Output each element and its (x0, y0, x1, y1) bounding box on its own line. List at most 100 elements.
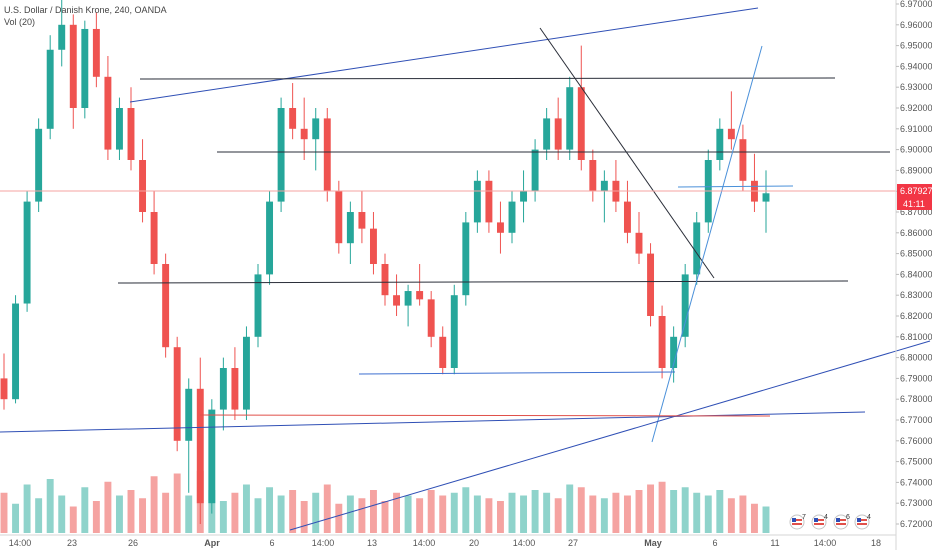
candle-body (115, 108, 123, 150)
time-tick-label: 14:00 (312, 538, 335, 548)
candle-body (335, 191, 343, 244)
drawings (0, 7, 931, 531)
chart-legend: U.S. Dollar / Danish Krone, 240, OANDA V… (4, 4, 167, 28)
time-tick-label: 11 (770, 538, 779, 548)
candle-body (589, 160, 597, 192)
candle-body (242, 336, 250, 410)
candle-body (58, 24, 66, 50)
volume-bar (496, 501, 504, 533)
volume-bar (681, 487, 689, 533)
time-axis[interactable]: 14:00 23 26 Apr 6 14:00 13 14:00 20 14:00 27 May 6 11… (9, 538, 881, 548)
event-badge[interactable]: 4 (854, 514, 871, 530)
candle-body (577, 87, 585, 160)
candle-body (208, 409, 216, 504)
candle-body (81, 28, 89, 108)
volume-bar (335, 503, 343, 533)
candle-body (277, 108, 285, 202)
candle-body (35, 128, 43, 202)
volume-bar (439, 495, 447, 533)
volume-bar (762, 506, 770, 533)
price-tick-label: 6.75000 (900, 457, 932, 467)
volume-bar (300, 501, 308, 533)
price-tick-label: 6.73000 (900, 498, 932, 508)
candlesticks (0, 0, 770, 524)
volume-bar (150, 476, 158, 533)
candle-body (496, 222, 504, 233)
candle-body (543, 118, 551, 150)
candle-body (196, 388, 204, 504)
volume-bar (254, 498, 262, 533)
candle-body (681, 274, 689, 337)
candle-body (139, 160, 147, 212)
time-tick-label: 20 (469, 538, 479, 548)
volume-bar (416, 498, 424, 533)
volume-bar (647, 484, 655, 533)
volume-bar (0, 492, 8, 533)
time-tick-label: 26 (128, 538, 138, 548)
price-tick-label: 6.74000 (900, 477, 932, 487)
time-tick-label: Apr (204, 538, 220, 548)
volume-bar (554, 498, 562, 533)
price-tick-label: 6.90000 (900, 145, 932, 155)
short-horizontal-level (677, 185, 794, 188)
volume-bar (46, 479, 54, 533)
symbol-title[interactable]: U.S. Dollar / Danish Krone, 240, OANDA (4, 5, 167, 15)
volume-bar (92, 501, 100, 533)
volume-bar (127, 490, 135, 533)
price-tick-label: 6.91000 (900, 124, 932, 134)
upper-channel-trendline (129, 7, 759, 103)
candle-body (300, 128, 308, 140)
volume-bar (739, 495, 747, 533)
candle-body (369, 228, 377, 264)
volume-bar (369, 490, 377, 533)
volume-bar (185, 495, 193, 533)
candle-body (508, 201, 516, 233)
volume-bar (462, 487, 470, 533)
volume-bar (485, 498, 493, 533)
volume-bar (358, 498, 366, 533)
event-badges[interactable]: 7 4 6 4 (789, 514, 871, 530)
current-price-value: 6.87927 (900, 186, 932, 196)
volume-bar (277, 495, 285, 533)
candle-body (520, 191, 528, 202)
volume-bar (266, 487, 274, 533)
price-tick-label: 6.76000 (900, 436, 932, 446)
volume-bar (231, 492, 239, 533)
candle-body (462, 222, 470, 296)
price-tick-label: 6.89000 (900, 165, 932, 175)
event-badge-count: 4 (867, 514, 871, 521)
event-badge[interactable]: 4 (811, 514, 828, 530)
volume-bar (531, 490, 539, 533)
volume-bar (750, 503, 758, 533)
price-tick-label: 6.72000 (900, 519, 932, 529)
candle-body (231, 368, 239, 410)
volume-bar (716, 490, 724, 533)
volume-bar (589, 495, 597, 533)
candle-body (739, 139, 747, 181)
candle-body (554, 118, 562, 150)
candle-body (670, 336, 678, 368)
volume-indicator-label[interactable]: Vol (20) (4, 17, 36, 27)
support-line-mid (117, 280, 849, 284)
candle-body (162, 264, 170, 348)
candle-body (531, 149, 539, 192)
time-tick-label: 14:00 (9, 538, 32, 548)
event-badge-count: 4 (824, 514, 828, 521)
volume-bar (635, 490, 643, 533)
volume-bar (115, 495, 123, 533)
candle-body (173, 347, 181, 441)
volume-bar (346, 495, 354, 533)
event-badge[interactable]: 6 (833, 514, 850, 530)
candle-body (266, 201, 274, 275)
candle-body (150, 212, 158, 264)
time-tick-label: 14:00 (814, 538, 837, 548)
event-badge[interactable]: 7 (789, 514, 806, 530)
countdown-timer: 41:11 (903, 199, 925, 209)
price-tick-label: 6.87000 (900, 207, 932, 217)
candle-body (427, 299, 435, 337)
price-tick-label: 6.79000 (900, 373, 932, 383)
volume-bar (12, 503, 20, 533)
volume-bar (173, 473, 181, 533)
steep-ascending-trendline (651, 45, 763, 443)
